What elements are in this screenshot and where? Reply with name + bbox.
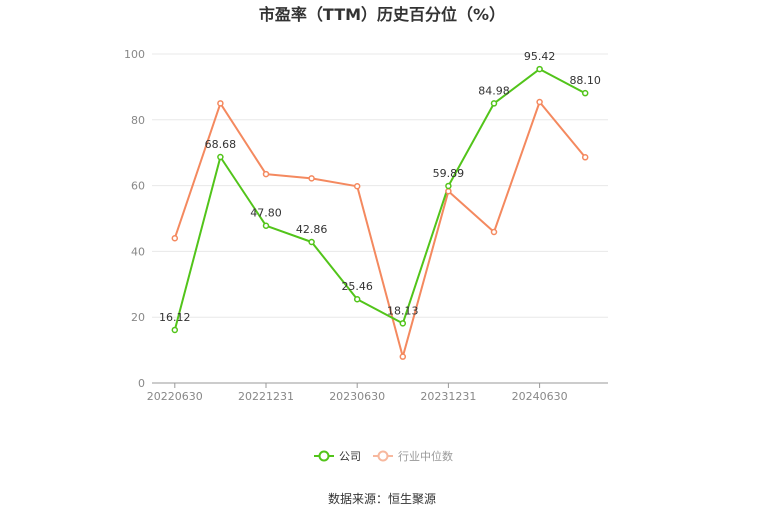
chart-title: 市盈率（TTM）历史百分位（%）: [259, 5, 505, 24]
data-point-s0-1: [217, 153, 224, 161]
data-point-s0-8: [536, 65, 543, 73]
grid: [152, 53, 608, 318]
y-axis: 0 20 40 60 80 100: [124, 48, 145, 390]
data-point-s0-5: [399, 320, 407, 327]
data-point-s1-0: [171, 234, 179, 242]
data-source: 数据来源：恒生聚源: [328, 491, 436, 506]
data-label-0: 16.12: [159, 311, 191, 324]
data-point-s1-6: [445, 187, 452, 195]
data-point-s1-4: [353, 183, 361, 190]
x-tick-label-20221231: 20221231: [238, 390, 294, 403]
series-points: [171, 65, 589, 360]
data-label-9: 88.10: [569, 74, 601, 87]
legend-marker-0: [318, 450, 330, 462]
y-tick-label-100: 100: [124, 48, 145, 61]
data-point-s0-9: [581, 89, 589, 97]
series-line-1: [173, 101, 586, 358]
y-tick-label-60: 60: [131, 180, 145, 193]
legend-item-0[interactable]: 公司: [314, 450, 361, 463]
data-label-8: 95.42: [524, 50, 556, 63]
x-axis: 20220630 20221231 20230630 20231231 20240630: [147, 382, 608, 403]
legend-label-0: 公司: [339, 450, 361, 463]
data-point-s1-3: [308, 175, 315, 182]
data-point-s0-3: [308, 238, 315, 246]
data-labels: 16.12 68.68 47.80 42.86 25.46 18.13 59.89 84.98…: [159, 50, 601, 324]
data-label-5: 18.13: [387, 304, 419, 317]
y-tick-label-20: 20: [131, 311, 145, 324]
data-point-s1-7: [490, 228, 498, 236]
data-point-s0-0: [171, 326, 179, 334]
legend-label-1: 行业中位数: [398, 449, 453, 463]
data-point-s0-4: [353, 295, 361, 303]
data-point-s1-8: [536, 98, 543, 106]
data-point-s1-1: [217, 100, 224, 107]
x-tick-label-20240630: 20240630: [512, 390, 568, 403]
series-lines: [173, 68, 586, 358]
y-tick-label-40: 40: [131, 245, 145, 258]
data-label-4: 25.46: [341, 280, 373, 293]
data-label-6: 59.89: [433, 167, 465, 180]
series-line-0: [173, 68, 586, 331]
data-point-s0-6: [445, 182, 452, 190]
data-point-s1-5: [399, 353, 407, 360]
data-point-s1-9: [581, 154, 589, 161]
legend-item-1[interactable]: 行业中位数: [373, 449, 453, 463]
x-tick-label-20231231: 20231231: [420, 390, 476, 403]
data-label-7: 84.98: [478, 84, 510, 97]
y-tick-label-0: 0: [138, 377, 145, 390]
y-tick-label-80: 80: [131, 114, 145, 127]
legend-marker-1: [377, 450, 389, 462]
data-label-2: 47.80: [250, 207, 282, 220]
data-point-s1-2: [262, 170, 270, 178]
x-tick-label-20220630: 20220630: [147, 390, 203, 403]
data-label-3: 42.86: [296, 223, 328, 236]
data-point-s0-2: [262, 222, 270, 229]
data-point-s0-7: [490, 100, 498, 107]
x-tick-label-20230630: 20230630: [329, 390, 385, 403]
data-label-1: 68.68: [205, 138, 237, 151]
legend[interactable]: 公司 行业中位数: [314, 449, 453, 463]
